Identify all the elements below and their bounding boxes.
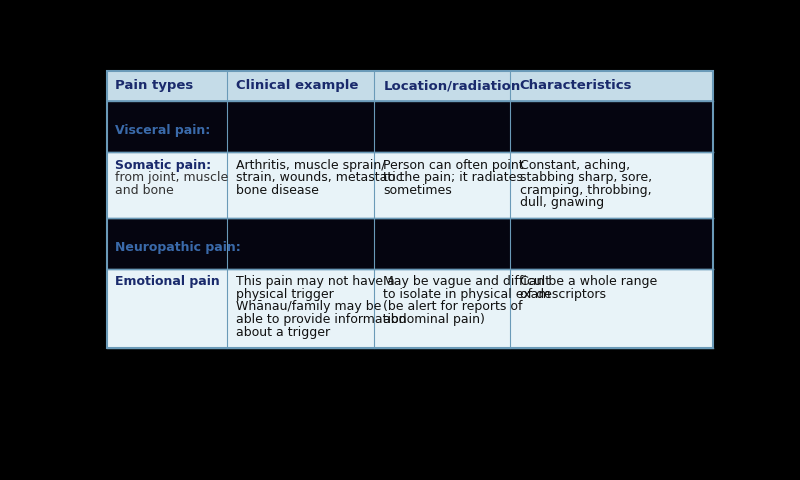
Text: (be alert for reports of: (be alert for reports of [383,300,523,313]
Text: Neuropathic pain:: Neuropathic pain: [115,240,241,254]
Text: physical trigger: physical trigger [237,288,334,301]
Text: cramping, throbbing,: cramping, throbbing, [520,184,651,197]
Text: Can be a whole range: Can be a whole range [520,276,657,288]
Text: abdominal pain): abdominal pain) [383,313,486,326]
Bar [107,217,713,269]
Bar [107,71,713,101]
Bar [107,101,713,152]
Text: bone disease: bone disease [237,184,319,197]
Text: Person can often point: Person can often point [383,158,524,171]
Text: dull, gnawing: dull, gnawing [520,196,604,209]
Text: to isolate in physical exam: to isolate in physical exam [383,288,551,301]
Bar [107,269,713,348]
Text: Whānau/family may be: Whānau/family may be [237,300,382,313]
Text: of descriptors: of descriptors [520,288,606,301]
Text: Clinical example: Clinical example [237,79,358,92]
Text: Somatic pain:: Somatic pain: [115,158,211,171]
Text: about a trigger: about a trigger [237,325,330,338]
Text: May be vague and difficult: May be vague and difficult [383,276,550,288]
Text: sometimes: sometimes [383,184,452,197]
Text: Constant, aching,: Constant, aching, [520,158,630,171]
Bar [107,71,713,348]
Text: from joint, muscle: from joint, muscle [115,171,228,184]
Text: Location/radiation: Location/radiation [383,79,521,92]
Text: Characteristics: Characteristics [520,79,632,92]
Bar [107,152,713,217]
Text: stabbing sharp, sore,: stabbing sharp, sore, [520,171,652,184]
Text: and bone: and bone [115,184,174,197]
Text: Pain types: Pain types [115,79,193,92]
Text: able to provide information: able to provide information [237,313,407,326]
Text: Emotional pain: Emotional pain [115,276,220,288]
Text: Visceral pain:: Visceral pain: [115,124,210,137]
Text: strain, wounds, metastatic: strain, wounds, metastatic [237,171,403,184]
Text: to the pain; it radiates: to the pain; it radiates [383,171,523,184]
Text: This pain may not have a: This pain may not have a [237,276,395,288]
Text: Arthritis, muscle sprain/: Arthritis, muscle sprain/ [237,158,386,171]
